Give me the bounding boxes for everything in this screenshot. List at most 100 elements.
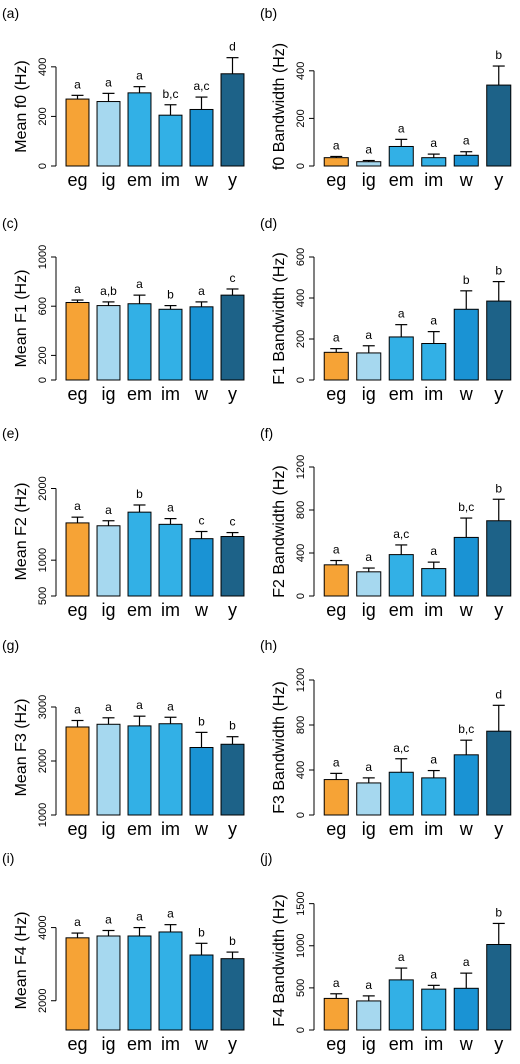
bar-em: [127, 511, 152, 597]
bar-im: [158, 114, 183, 167]
bar-y: [486, 943, 512, 1031]
significance-label: a: [136, 910, 143, 924]
y-tick-label: 400: [295, 544, 307, 562]
y-tick-label: 0: [295, 377, 307, 383]
bar-im: [158, 523, 183, 597]
x-tick-label: y: [228, 170, 237, 190]
significance-label: a: [136, 277, 143, 291]
x-tick-label: em: [389, 170, 414, 190]
bar-w: [189, 954, 214, 1031]
significance-label: b: [495, 905, 502, 919]
panel-label: (j): [260, 850, 272, 866]
x-tick-label: y: [228, 384, 237, 404]
significance-label: a: [198, 284, 205, 298]
significance-label: c: [230, 271, 236, 285]
y-tick-label: 0: [295, 1027, 307, 1033]
y-tick-label: 4000: [37, 915, 49, 939]
x-tick-label: im: [161, 819, 180, 839]
bar-w: [189, 108, 214, 167]
panel-label: (e): [2, 425, 19, 441]
bar-eg: [323, 157, 349, 167]
bar-ig: [96, 935, 121, 1031]
bar-eg: [323, 779, 349, 816]
bar-im: [421, 157, 447, 167]
significance-label: a: [333, 138, 340, 152]
significance-label: a: [105, 913, 112, 927]
y-axis-label: Mean F4 (Hz): [13, 912, 30, 1010]
significance-label: a: [136, 698, 143, 712]
x-tick-label: w: [194, 1034, 209, 1054]
y-axis-label: Mean F2 (Hz): [13, 483, 30, 581]
x-tick-label: im: [424, 170, 443, 190]
x-tick-label: ig: [362, 1034, 376, 1054]
y-tick-label: 0: [295, 593, 307, 599]
bar-ig: [356, 352, 382, 381]
bar-eg: [65, 522, 90, 597]
significance-label: c: [230, 515, 236, 529]
x-tick-label: ig: [362, 819, 376, 839]
y-tick-label: 200: [37, 107, 49, 125]
y-axis-label: Mean F1 (Hz): [13, 270, 30, 368]
x-tick-label: eg: [67, 600, 87, 620]
significance-label: a: [430, 753, 437, 767]
bar-em: [127, 303, 152, 381]
y-tick-label: 1000: [37, 548, 49, 572]
y-tick-label: 200: [37, 346, 49, 364]
y-tick-label: 1500: [295, 891, 307, 915]
significance-label: a: [74, 282, 81, 296]
y-tick-label: 1000: [37, 803, 49, 827]
significance-label: a: [105, 503, 112, 517]
significance-label: a: [365, 328, 372, 342]
x-tick-label: y: [494, 384, 503, 404]
significance-label: b,c: [162, 87, 178, 101]
bar-w: [189, 747, 214, 816]
bar-w: [453, 308, 479, 381]
significance-label: a,b: [100, 284, 117, 298]
bar-ig: [356, 1000, 382, 1031]
bar-em: [388, 979, 414, 1031]
x-tick-label: w: [459, 170, 474, 190]
significance-label: a,c: [393, 527, 409, 541]
panel-label: (b): [260, 5, 277, 21]
bar-w: [453, 154, 479, 167]
y-tick-label: 1000: [37, 245, 49, 269]
y-tick-label: 600: [295, 248, 307, 266]
bar-eg: [65, 937, 90, 1031]
significance-label: d: [495, 687, 502, 701]
significance-label: a: [333, 755, 340, 769]
bar-ig: [96, 305, 121, 381]
significance-label: a: [167, 907, 174, 921]
bar-im: [158, 308, 183, 381]
panel-g: (g) Mean F3 (Hz) 1000 2000 3000 a eg a ig a em a im b…: [2, 637, 245, 839]
y-tick-label: 0: [37, 163, 49, 169]
significance-label: a: [74, 499, 81, 513]
x-tick-label: w: [194, 384, 209, 404]
significance-label: b: [495, 48, 502, 62]
x-tick-label: w: [459, 819, 474, 839]
significance-label: a: [74, 915, 81, 929]
bar-ig: [96, 525, 121, 597]
significance-label: a: [398, 307, 405, 321]
x-tick-label: eg: [326, 600, 346, 620]
bar-y: [220, 294, 245, 381]
bar-eg: [323, 997, 349, 1031]
x-tick-label: im: [161, 1034, 180, 1054]
x-tick-label: ig: [362, 600, 376, 620]
bar-y: [486, 520, 512, 597]
x-tick-label: im: [424, 819, 443, 839]
bar-w: [189, 306, 214, 381]
significance-label: b: [463, 273, 470, 287]
y-tick-label: 3000: [37, 695, 49, 719]
y-tick-label: 400: [295, 62, 307, 80]
y-tick-label: 400: [295, 289, 307, 307]
y-axis-label: F2 Bandwidth (Hz): [271, 465, 288, 598]
x-tick-label: eg: [326, 384, 346, 404]
y-axis-label: Mean F3 (Hz): [13, 699, 30, 797]
significance-label: a: [398, 121, 405, 135]
x-tick-label: im: [161, 600, 180, 620]
y-axis-label: f0 Bandwidth (Hz): [271, 43, 288, 170]
y-tick-label: 400: [37, 58, 49, 76]
bar-im: [158, 931, 183, 1031]
x-tick-label: im: [161, 170, 180, 190]
significance-label: a: [365, 550, 372, 564]
